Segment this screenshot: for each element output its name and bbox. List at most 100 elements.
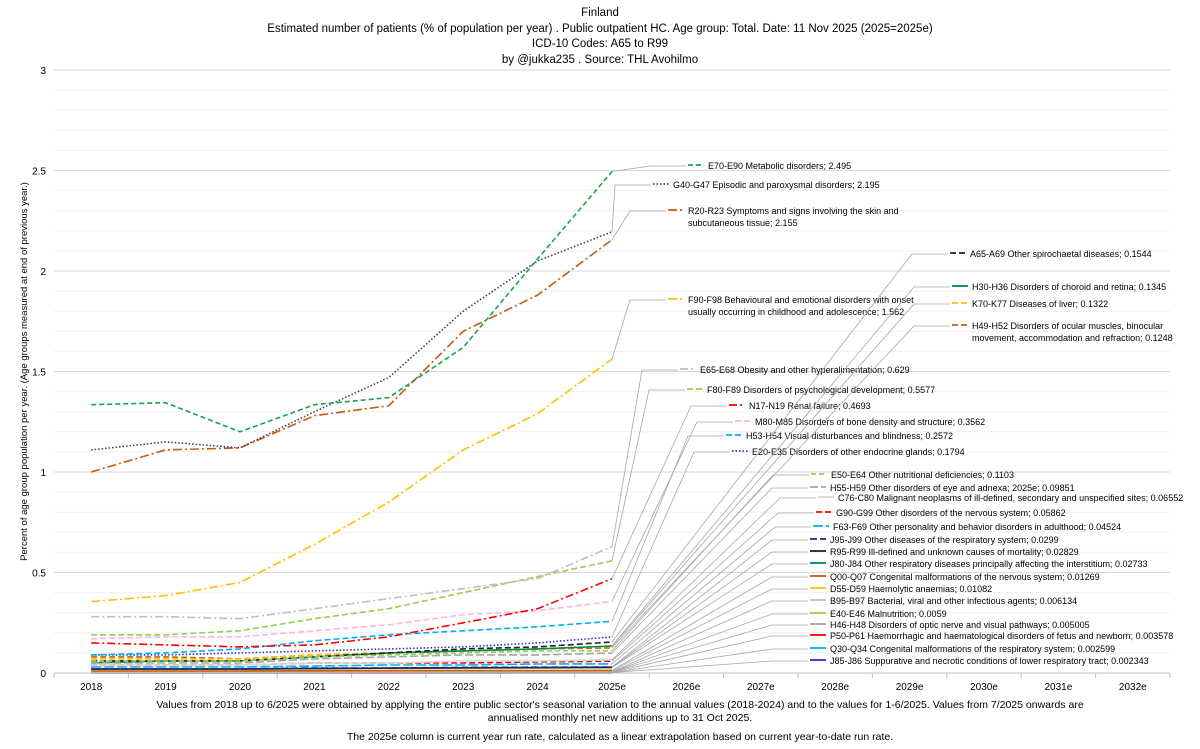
series-label: H49-H52 Disorders of ocular muscles, bin…: [972, 321, 1173, 343]
series-label: M80-M85 Disorders of bone density and st…: [755, 417, 985, 427]
series-line: [91, 663, 613, 668]
series-label: J95-J99 Other diseases of the respirator…: [830, 535, 1059, 545]
series-label: R95-R99 Ill-defined and unknown causes o…: [830, 547, 1079, 557]
footnote-1: Values from 2018 up to 6/2025 were obtai…: [156, 699, 1084, 724]
footnote-2: The 2025e column is current year run rat…: [346, 731, 894, 743]
leader-line: [611, 451, 730, 638]
series-line: [91, 620, 613, 656]
series-line: [91, 669, 613, 672]
y-tick-label: 3: [40, 66, 46, 77]
leader-line: [611, 635, 808, 673]
series-label: H30-H36 Disorders of choroid and retina;…: [972, 282, 1166, 292]
series-line: [91, 636, 613, 656]
leader-line: [611, 369, 678, 547]
series-line: [91, 649, 613, 662]
series-line: [91, 577, 613, 648]
series-label: K70-K77 Diseases of liver; 0.1322: [972, 299, 1108, 309]
leader-line: [611, 210, 666, 241]
series-label: E65-E68 Obesity and other hyperalimentat…: [700, 365, 910, 375]
x-tick-label: 2023: [452, 682, 475, 693]
series-label: P50-P61 Haemorrhagic and haematological …: [830, 631, 1173, 641]
leader-line: [611, 389, 685, 561]
leader-line: [611, 624, 808, 673]
x-tick-label: 2032e: [1119, 682, 1147, 693]
leader-line: [611, 299, 666, 360]
series-line: [91, 358, 613, 603]
series-label: A65-A69 Other spirochaetal diseases; 0.1…: [970, 249, 1152, 259]
x-tick-label: 2019: [154, 682, 177, 693]
x-tick-label: 2025e: [598, 682, 626, 693]
x-tick-label: 2021: [303, 682, 326, 693]
leader-line: [611, 253, 948, 643]
series-label: F63-F69 Other personality and behavior d…: [833, 522, 1121, 532]
title-line-4: by @jukka235 . Source: THL Avohilmo: [501, 53, 699, 66]
series-label: N17-N19 Renal failure; 0.4693: [749, 401, 871, 411]
series-label: F80-F89 Disorders of psychological devel…: [707, 385, 935, 395]
leader-line: [611, 165, 686, 172]
leader-line: [611, 286, 950, 647]
series-label: E40-E46 Malnutrition; 0.0059: [830, 609, 947, 619]
series-label: H46-H48 Disorders of optic nerve and vis…: [830, 620, 1090, 630]
y-tick-label: 0: [40, 669, 46, 680]
y-tick-label: 0.5: [32, 569, 46, 580]
series-label: E20-E35 Disorders of other endocrine gla…: [752, 447, 965, 457]
series-label: R20-R23 Symptoms and signs involving the…: [688, 206, 899, 228]
series-label: G90-G99 Other disorders of the nervous s…: [836, 508, 1066, 518]
x-tick-label: 2029e: [896, 682, 924, 693]
title-line-1: Finland: [581, 7, 619, 19]
y-tick-label: 1: [40, 468, 46, 479]
leader-line: [611, 487, 808, 654]
y-tick-label: 1.5: [32, 368, 46, 379]
leader-line: [611, 576, 808, 671]
series-label: G40-G47 Episodic and paroxysmal disorder…: [673, 180, 880, 190]
x-tick-label: 2020: [229, 682, 252, 693]
title-line-2: Estimated number of patients (% of popul…: [267, 22, 933, 35]
series-line: [91, 666, 613, 670]
leader-line: [611, 539, 808, 668]
y-tick-label: 2: [40, 267, 46, 278]
x-tick-label: 2018: [80, 682, 103, 693]
leader-line: [611, 563, 808, 668]
leader-line: [611, 303, 950, 647]
x-tick-label: 2026e: [672, 682, 700, 693]
series-label: H53-H54 Visual disturbances and blindnes…: [746, 431, 953, 441]
series-line: [90, 239, 613, 473]
series-line: [91, 545, 613, 620]
series-label: F90-F98 Behavioural and emotional disord…: [688, 295, 914, 317]
series-line: [91, 231, 613, 451]
x-tick-label: 2024: [526, 682, 549, 693]
leader-line: [611, 648, 808, 673]
x-tick-label: 2030e: [970, 682, 998, 693]
series-line: [91, 652, 613, 664]
chart-title: Finland Estimated number of patients (% …: [0, 6, 1200, 68]
leader-line: [611, 600, 808, 673]
line-chart: 0 0.5 1 1.5 2 2.5 3 2018 2019 2020 2021 2022 2023 202…: [19, 66, 1183, 693]
series-label: C76-C80 Malignant neoplasms of ill-defin…: [838, 493, 1183, 503]
leader-line: [611, 660, 808, 673]
leader-line: [611, 421, 733, 602]
x-tick-label: 2027e: [747, 682, 775, 693]
leader-line: [611, 588, 808, 672]
series-label: E50-E64 Other nutritional deficiencies; …: [831, 470, 1014, 480]
leader-line: [611, 512, 814, 662]
leader-line: [611, 497, 816, 661]
leader-line: [611, 405, 727, 579]
x-tick-label: 2028e: [821, 682, 849, 693]
series-label: D55-D59 Haemolytic anaemias; 0.01082: [830, 584, 992, 594]
series-label: J80-J84 Other respiratory diseases princ…: [830, 559, 1148, 569]
leader-line: [611, 435, 724, 622]
leader-line: [611, 613, 808, 673]
series-label: J85-J86 Suppurative and necrotic conditi…: [830, 656, 1149, 666]
leader-line: [611, 325, 950, 649]
series-label: Q00-Q07 Congenital malformations of the …: [830, 572, 1100, 582]
leader-line: [611, 184, 651, 232]
series-line: [91, 560, 613, 636]
series-line: [91, 659, 613, 666]
leader-line: [611, 474, 809, 652]
series-label: H55-H59 Other disorders of eye and adnex…: [830, 483, 1075, 493]
series-label: E70-E90 Metabolic disorders; 2.495: [708, 161, 851, 171]
leader-line: [611, 551, 808, 668]
x-tick-label: 2022: [378, 682, 401, 693]
x-tick-label: 2031e: [1044, 682, 1072, 693]
title-line-3: ICD-10 Codes: A65 to R99: [531, 38, 669, 50]
